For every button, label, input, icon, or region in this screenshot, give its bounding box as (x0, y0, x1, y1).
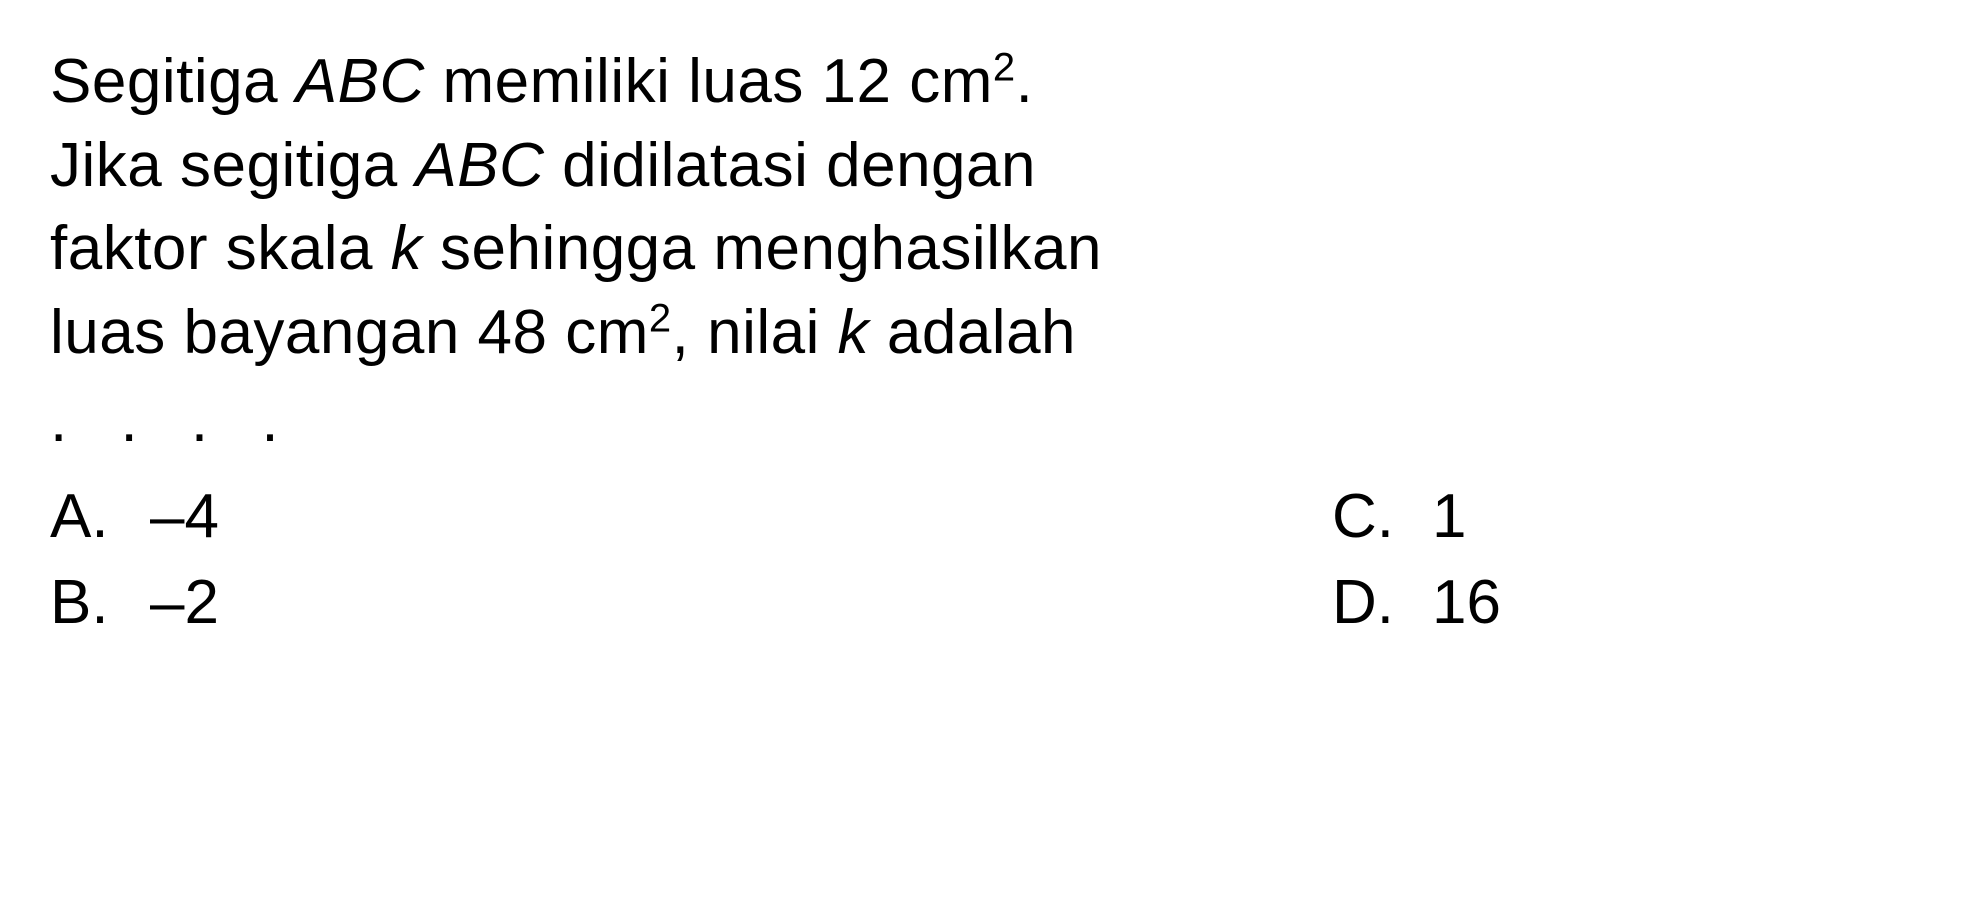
text-segment: memiliki luas 12 cm (425, 47, 993, 116)
text-segment: Jika segitiga (50, 131, 415, 200)
question-text: Segitiga ABC memiliki luas 12 cm2. Jika … (50, 40, 1914, 375)
option-a[interactable]: A. –4 (50, 481, 632, 552)
option-letter: A. (50, 481, 150, 552)
text-segment: didilatasi dengan (544, 131, 1036, 200)
superscript: 2 (993, 45, 1016, 89)
text-segment: luas bayangan 48 cm (50, 298, 649, 367)
option-value: 1 (1432, 481, 1466, 552)
option-letter: D. (1332, 567, 1432, 638)
option-value: 16 (1432, 567, 1501, 638)
option-b[interactable]: B. –2 (50, 567, 632, 638)
text-segment: adalah (869, 298, 1076, 367)
variable-k: k (391, 214, 423, 283)
option-d[interactable]: D. 16 (1332, 567, 1914, 638)
option-letter: C. (1332, 481, 1432, 552)
text-segment: sehingga menghasilkan (422, 214, 1102, 283)
ellipsis-dots: . . . . (50, 385, 1914, 456)
option-value: –4 (150, 481, 219, 552)
variable-k: k (838, 298, 870, 367)
text-segment: , nilai (672, 298, 838, 367)
option-c[interactable]: C. 1 (1332, 481, 1914, 552)
options-container: A. –4 C. 1 B. –2 D. 16 (50, 481, 1914, 638)
superscript: 2 (649, 296, 672, 340)
option-value: –2 (150, 567, 219, 638)
option-letter: B. (50, 567, 150, 638)
variable-abc: ABC (296, 47, 425, 116)
variable-abc: ABC (415, 131, 544, 200)
text-segment: Segitiga (50, 47, 296, 116)
text-segment: . (1016, 47, 1034, 116)
text-segment: faktor skala (50, 214, 391, 283)
